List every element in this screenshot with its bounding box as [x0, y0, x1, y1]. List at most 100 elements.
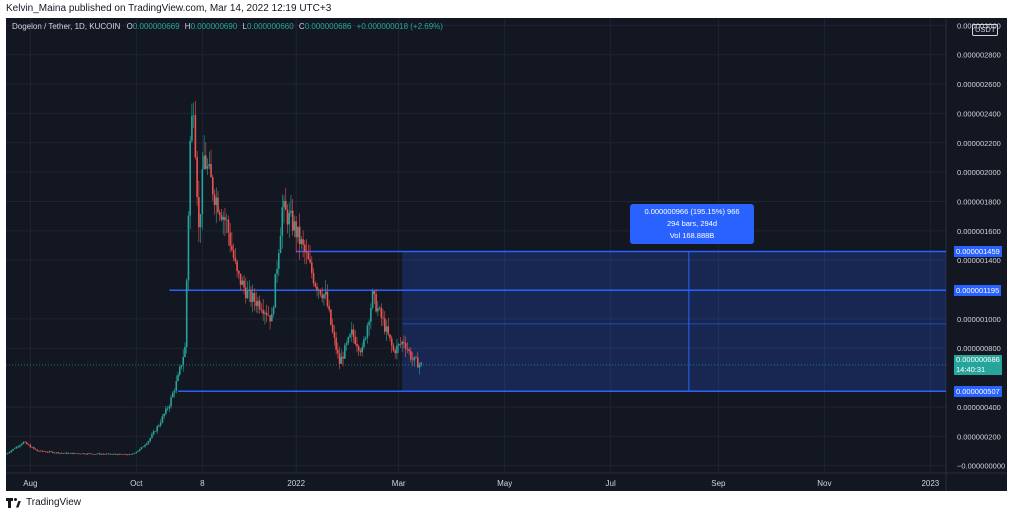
candle-body — [217, 197, 219, 213]
candle-body — [208, 164, 211, 167]
candle-body — [90, 453, 92, 455]
candle-body — [255, 301, 258, 306]
candle-body — [302, 239, 304, 245]
candle-body — [213, 194, 216, 205]
candle-body — [26, 442, 28, 445]
candle-body — [52, 451, 54, 453]
candle-body — [297, 226, 299, 238]
candle-body — [142, 446, 145, 448]
chart-area[interactable]: 0.000003000 0.000002800 0.000002600 0.00000… — [6, 18, 1007, 491]
candle-body — [331, 324, 334, 332]
open-label: O — [126, 22, 133, 31]
candle-body — [312, 272, 315, 284]
tradingview-logo[interactable]: TradingView — [6, 497, 81, 508]
candle-body — [119, 453, 122, 455]
candle-body — [253, 292, 256, 302]
candle-body — [420, 362, 423, 365]
candle-body — [185, 280, 188, 348]
candle-body — [231, 245, 233, 250]
candle-body — [298, 226, 301, 245]
candle-body — [107, 453, 110, 455]
candle-body — [383, 318, 386, 332]
candle-body — [401, 341, 403, 345]
candle-body — [166, 408, 169, 409]
candle-body — [76, 453, 79, 455]
brand-name: TradingView — [26, 497, 82, 508]
candle-body — [170, 397, 172, 407]
candle-body — [39, 450, 42, 452]
candle-body — [62, 453, 65, 454]
candle-body — [132, 453, 134, 455]
candle-body — [178, 366, 181, 375]
candle-body — [74, 453, 77, 454]
candle-body — [361, 347, 363, 353]
candle-body — [149, 438, 152, 442]
candle-body — [236, 261, 238, 271]
price-tick-label: 0.000000800 — [957, 344, 1001, 353]
candle-body — [345, 343, 348, 346]
low-label: L — [242, 22, 247, 31]
candle-body — [344, 345, 346, 359]
candle-body — [163, 413, 165, 417]
candle-body — [317, 289, 320, 291]
candle-body — [205, 155, 207, 169]
tradingview-logo-icon — [6, 497, 22, 508]
level-badge-bottom: 0.000000507 — [954, 385, 1002, 397]
candle-body — [93, 454, 96, 455]
candle-body — [277, 253, 280, 269]
candle-body — [100, 453, 103, 455]
bar-countdown: 14:40:31 — [956, 364, 986, 374]
candle-body — [370, 307, 372, 322]
candle-body — [88, 453, 91, 455]
price-tick-label: 0.000002000 — [957, 168, 1001, 177]
price-tick-label: 0.000002600 — [957, 80, 1001, 89]
candle-body — [387, 326, 390, 335]
currency-button[interactable]: USDT — [972, 24, 999, 36]
candle-body — [354, 336, 357, 345]
candle-body — [140, 447, 143, 450]
candle-body — [380, 307, 383, 318]
candle-body — [288, 212, 291, 225]
candle-body — [133, 453, 136, 454]
price-tick-label: 0.000000400 — [957, 403, 1001, 412]
time-tick-label: Jul — [606, 479, 616, 488]
candle-body — [337, 349, 339, 354]
symbol-legend: Dogelon / Tether, 1D, KUCOIN O0.00000066… — [12, 22, 446, 31]
candle-body — [20, 443, 23, 446]
candle-body — [218, 212, 221, 216]
high-label: H — [184, 22, 191, 31]
price-chart[interactable]: 0.000003000 0.000002800 0.000002600 0.00000… — [6, 18, 1007, 491]
candle-body — [373, 291, 376, 295]
candle-body — [364, 337, 367, 340]
candle-body — [399, 343, 402, 345]
candle-body — [335, 337, 337, 350]
candle-body — [192, 115, 195, 116]
candle-body — [290, 210, 292, 213]
candle-body — [38, 451, 40, 452]
candle-body — [79, 453, 82, 455]
candle-body — [184, 347, 186, 358]
candle-body — [265, 312, 268, 316]
candle-body — [41, 450, 44, 452]
candle-body — [281, 207, 284, 236]
candle-body — [182, 357, 185, 366]
candle-body — [145, 443, 148, 445]
candle-body — [6, 453, 7, 455]
candle-body — [316, 286, 318, 291]
candle-body — [66, 452, 68, 454]
candle-body — [291, 210, 294, 231]
candle-body — [12, 448, 14, 451]
candle-body — [293, 221, 296, 231]
candle-body — [36, 449, 39, 452]
callout-bars: 294 bars, 294d — [666, 219, 718, 228]
candle-body — [109, 453, 112, 455]
candle-body — [314, 283, 317, 287]
price-tick-label: 0.000000200 — [957, 432, 1001, 441]
candle-body — [172, 392, 174, 398]
candle-body — [8, 452, 11, 454]
candle-body — [138, 449, 141, 451]
candle-body — [151, 434, 153, 439]
candle-body — [92, 453, 94, 455]
candle-body — [378, 307, 381, 309]
candle-body — [375, 294, 377, 312]
